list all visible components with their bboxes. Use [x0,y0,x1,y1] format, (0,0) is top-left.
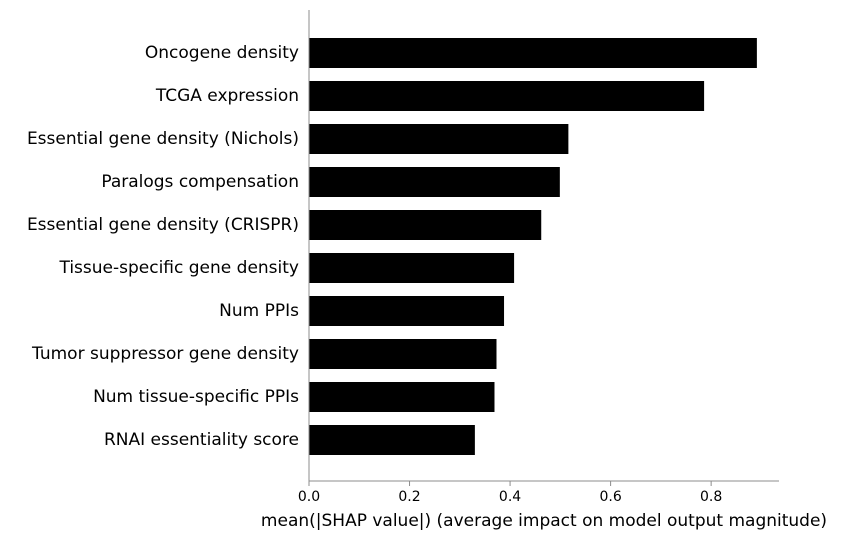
category-label: Num PPIs [219,301,299,321]
category-label: Tissue-specific gene density [58,258,299,278]
category-label: Tumor suppressor gene density [31,344,299,364]
bar [309,167,560,197]
x-tick-label: 0.2 [398,489,420,505]
x-tick-label: 0.0 [298,489,320,505]
category-label: Oncogene density [145,43,299,63]
bar [309,382,495,412]
bar [309,339,497,369]
category-label: RNAI essentiality score [104,430,299,450]
category-label: Essential gene density (Nichols) [27,129,299,149]
bars-group [309,38,757,455]
x-tick-label: 0.8 [700,489,722,505]
bar [309,425,475,455]
x-tick-label: 0.4 [499,489,521,505]
category-labels-group: Oncogene density TCGA expression Essential… [27,43,299,450]
bar [309,124,569,154]
x-axis-title: mean(|SHAP value|) (average impact on mo… [261,511,827,531]
category-label: Paralogs compensation [101,172,299,192]
category-label: Num tissue-specific PPIs [93,387,299,407]
x-ticks-group: 0.0 0.2 0.4 0.6 0.8 [298,481,722,505]
category-label: Essential gene density (CRISPR) [27,215,299,235]
bar [309,253,515,283]
bar [309,38,757,68]
category-label: TCGA expression [155,86,299,106]
bar [309,210,542,240]
bar [309,296,505,326]
x-tick-label: 0.6 [599,489,621,505]
bar [309,81,705,111]
